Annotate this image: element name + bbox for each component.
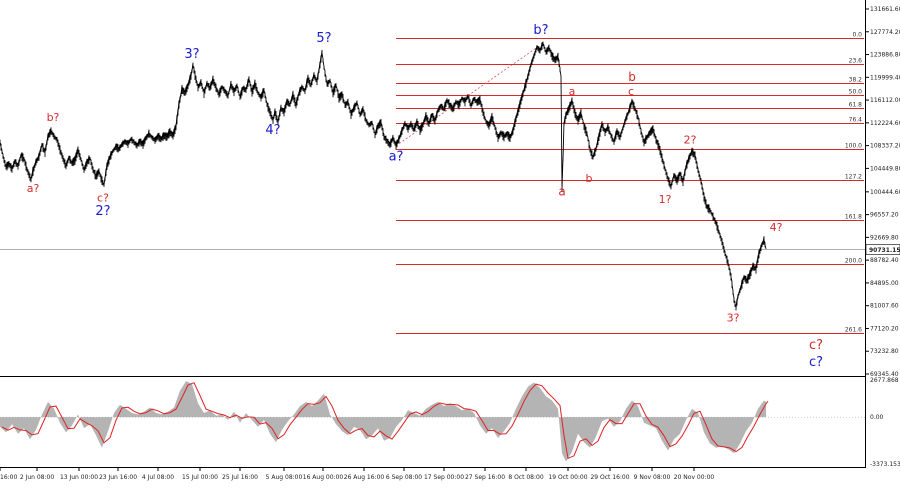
price-line	[0, 41, 767, 311]
time-tick-label: 6 Sep 08:00	[386, 474, 422, 481]
time-tick-label: 13 Jun 00:00	[60, 474, 98, 481]
last-price-box	[865, 244, 900, 255]
wave-label: a?	[389, 149, 404, 164]
price-tick-label: 127774.20	[870, 29, 900, 36]
oscillator-tick-label: 0.00	[870, 414, 884, 421]
time-tick-label: 8 Oct 08:00	[508, 474, 543, 481]
trend-connector	[395, 47, 538, 147]
oscillator-panel	[0, 376, 865, 462]
price-series	[0, 41, 767, 311]
price-tick-label: 81007.60	[870, 303, 899, 310]
fib-level-label: 127.2	[845, 174, 862, 181]
oscillator-tick-label: 2677.868	[870, 377, 899, 384]
oscillator-tick-label: -3373.153	[870, 461, 900, 468]
price-tick-label: 108337.20	[870, 143, 900, 150]
fib-level-label: 38.2	[849, 77, 863, 84]
fib-level-label: 61.8	[849, 102, 863, 109]
time-tick-label: 2 Jun 08:00	[20, 474, 54, 481]
wave-label: 5?	[316, 31, 331, 46]
fib-level-label: 0.0	[852, 32, 862, 39]
wave-label: c?	[97, 191, 109, 204]
fib-level-label: 261.6	[845, 327, 862, 334]
wave-label: b	[628, 70, 636, 84]
time-tick-label: 16:00	[0, 474, 17, 481]
wave-label: 3?	[727, 312, 740, 325]
wave-connector-dashed	[395, 47, 538, 147]
wave-label: b	[586, 172, 593, 185]
wave-label: 2?	[684, 133, 697, 146]
time-tick-label: 15 Jul 00:00	[182, 474, 218, 481]
fib-level-label: 23.6	[849, 58, 863, 65]
time-tick-label: 29 Oct 16:00	[590, 474, 629, 481]
wave-label: 4?	[265, 123, 280, 138]
time-tick-label: 23 Jun 16:00	[99, 474, 137, 481]
wave-label: c?	[809, 338, 823, 353]
price-tick-label: 116112.00	[870, 97, 900, 104]
wave-label: a	[569, 85, 576, 98]
fib-level-label: 50.0	[849, 89, 863, 96]
wave-label: 1?	[659, 193, 672, 206]
wave-label: a?	[27, 182, 40, 195]
time-tick-label: 4 Jul 08:00	[142, 474, 174, 481]
fib-level-label: 76.4	[849, 117, 863, 124]
fib-level-label: 100.0	[845, 143, 862, 150]
price-tick-label: 77120.20	[870, 325, 899, 332]
time-tick-label: 5 Aug 08:00	[266, 474, 303, 481]
price-tick-label: 119999.40	[870, 74, 900, 81]
last-price-label: 90731.15	[869, 247, 900, 254]
price-tick-label: 100444.60	[870, 189, 900, 196]
price-tick-label: 96557.20	[870, 212, 899, 219]
time-tick-label: 16 Aug 00:00	[303, 474, 344, 481]
time-tick-label: 26 Aug 16:00	[344, 474, 385, 481]
price-tick-label: 123886.80	[870, 52, 900, 59]
wave-label: 2?	[95, 204, 110, 219]
price-tick-label: 104449.80	[870, 165, 900, 172]
price-tick-label: 88782.40	[870, 257, 899, 264]
price-tick-label: 112224.60	[870, 120, 900, 127]
time-tick-label: 27 Sep 16:00	[465, 474, 505, 481]
time-tick-label: 20 Nov 00:00	[674, 474, 715, 481]
wave-label: b?	[47, 111, 60, 124]
wave-label: 3?	[184, 47, 199, 62]
price-tick-label: 92669.80	[870, 234, 899, 241]
oscillator-histogram	[0, 381, 766, 462]
wave-label: b?	[533, 23, 548, 38]
wave-label: c	[628, 85, 634, 98]
fib-level-label: 200.0	[845, 258, 862, 265]
wave-label: c?	[809, 355, 823, 370]
wave-label: a	[558, 185, 565, 199]
fib-level-label: 161.8	[845, 214, 862, 221]
price-tick-label: 84895.00	[870, 280, 899, 287]
oscillator-signal-line	[1, 382, 769, 460]
fibonacci-levels: 0.0 23.6 38.2 50.0 61.8 76.4 100.0 127.2 161.8 20…	[396, 32, 864, 334]
price-tick-label: 131661.60	[870, 6, 900, 13]
time-tick-label: 9 Nov 08:00	[634, 474, 671, 481]
wave-label: 4?	[770, 221, 783, 234]
time-tick-label: 17 Sep 00:00	[424, 474, 464, 481]
time-tick-label: 25 Jul 16:00	[222, 474, 258, 481]
time-tick-label: 19 Oct 00:00	[548, 474, 587, 481]
price-tick-label: 73232.80	[870, 348, 899, 355]
price-tick-label: 69345.40	[870, 371, 899, 378]
